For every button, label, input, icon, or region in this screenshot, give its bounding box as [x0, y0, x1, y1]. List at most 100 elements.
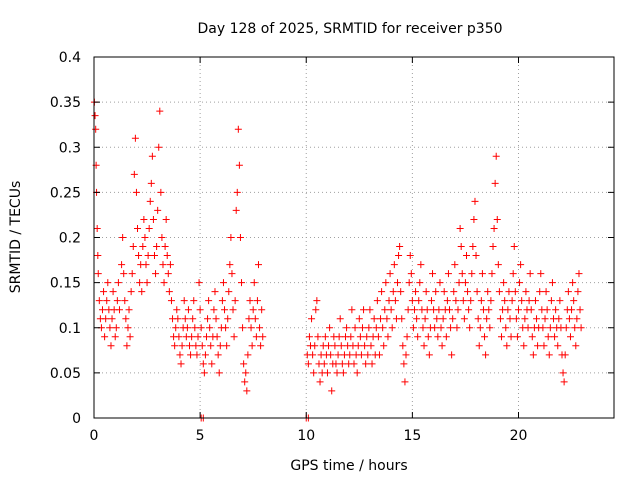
data-point [513, 333, 521, 341]
data-point [131, 134, 139, 142]
data-point [482, 351, 490, 359]
data-point [212, 315, 220, 323]
data-point [475, 342, 483, 350]
data-point [491, 179, 499, 187]
data-point [241, 378, 249, 386]
data-point [184, 306, 192, 314]
data-point [139, 243, 147, 251]
data-point [533, 315, 541, 323]
data-point [382, 279, 390, 287]
y-axis-label: SRMTID / TECUs [8, 181, 24, 294]
data-point [461, 279, 469, 287]
data-point [407, 270, 415, 278]
data-point [559, 369, 567, 377]
data-point [152, 270, 160, 278]
data-point [128, 270, 136, 278]
data-point [242, 369, 250, 377]
data-point [360, 306, 368, 314]
data-point [456, 224, 464, 232]
data-point [140, 215, 148, 223]
data-point [422, 288, 430, 296]
data-point [216, 342, 224, 350]
data-point [443, 297, 451, 305]
data-point [249, 306, 257, 314]
x-tick-label: 5 [196, 428, 205, 444]
y-tick-label: 0.35 [50, 95, 81, 111]
data-point [115, 306, 123, 314]
data-point [467, 297, 475, 305]
data-point [138, 288, 146, 296]
data-point [166, 261, 174, 269]
data-point [146, 197, 154, 205]
data-point [414, 333, 422, 341]
data-point [180, 297, 188, 305]
data-point [336, 315, 344, 323]
data-point [575, 270, 583, 278]
data-point [320, 360, 328, 368]
data-point [175, 333, 183, 341]
data-point [452, 297, 460, 305]
x-tick-label: 15 [403, 428, 421, 444]
data-point [402, 351, 410, 359]
data-point [177, 360, 185, 368]
data-point [311, 342, 319, 350]
data-point [363, 333, 371, 341]
data-point [492, 152, 500, 160]
data-point [304, 360, 312, 368]
data-point [483, 315, 491, 323]
data-point [444, 270, 452, 278]
data-point [566, 333, 574, 341]
data-point [358, 324, 366, 332]
data-point [204, 315, 212, 323]
data-point [145, 224, 153, 232]
data-point [367, 342, 375, 350]
data-point [432, 288, 440, 296]
data-point [230, 333, 238, 341]
data-point [172, 324, 180, 332]
data-point [565, 315, 573, 323]
data-point [534, 342, 542, 350]
data-point [477, 297, 485, 305]
data-point [417, 261, 425, 269]
data-point [213, 333, 221, 341]
data-point [104, 279, 112, 287]
data-point [401, 378, 409, 386]
data-point [560, 378, 568, 386]
data-point [171, 342, 179, 350]
data-point [328, 387, 336, 395]
data-point [416, 279, 424, 287]
data-point [413, 315, 421, 323]
data-point [577, 324, 585, 332]
data-point [355, 315, 363, 323]
data-point [132, 188, 140, 196]
data-point [126, 333, 134, 341]
data-point [415, 297, 423, 305]
data-point [434, 333, 442, 341]
data-point [404, 306, 412, 314]
data-point [526, 270, 534, 278]
data-point [446, 306, 454, 314]
data-point [350, 360, 358, 368]
data-point [368, 360, 376, 368]
data-point [464, 288, 472, 296]
data-point [378, 288, 386, 296]
data-point [469, 243, 477, 251]
data-point [561, 351, 569, 359]
data-point [338, 360, 346, 368]
data-point [199, 360, 207, 368]
data-point [403, 333, 411, 341]
data-point [556, 297, 564, 305]
data-point [471, 197, 479, 205]
data-point [102, 315, 110, 323]
data-point [198, 342, 206, 350]
data-point [400, 360, 408, 368]
data-point [149, 215, 157, 223]
data-point [174, 315, 182, 323]
data-point [337, 342, 345, 350]
data-point [325, 342, 333, 350]
data-point [321, 333, 329, 341]
data-point [236, 234, 244, 241]
data-point [173, 306, 181, 314]
data-point [435, 306, 443, 314]
data-point [551, 333, 559, 341]
